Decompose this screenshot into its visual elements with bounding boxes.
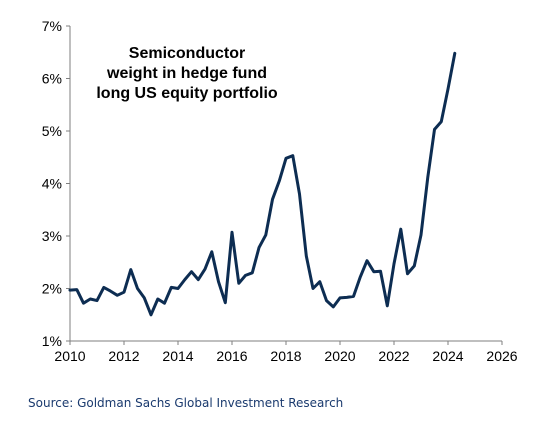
x-tick-label: 2022 bbox=[378, 348, 409, 364]
y-tick-label: 7% bbox=[42, 18, 62, 34]
y-tick-label: 2% bbox=[42, 281, 62, 297]
y-tick-label: 6% bbox=[42, 71, 62, 87]
series-group bbox=[68, 51, 457, 317]
y-tick-label: 3% bbox=[42, 228, 62, 244]
y-tick-label: 4% bbox=[42, 176, 62, 192]
axes bbox=[66, 25, 503, 345]
y-tick-label: 1% bbox=[42, 333, 62, 349]
y-tick-label: 5% bbox=[42, 123, 62, 139]
x-tick-label: 2014 bbox=[162, 348, 193, 364]
x-tick-label: 2010 bbox=[54, 348, 85, 364]
x-tick-label: 2012 bbox=[108, 348, 139, 364]
chart-title-line-2: weight in hedge fund bbox=[106, 65, 267, 82]
chart-title-line-3: long US equity portfolio bbox=[96, 85, 278, 102]
x-tick-label: 2016 bbox=[216, 348, 247, 364]
series-line bbox=[68, 51, 457, 317]
tick-labels: 1% 2% 3% 4% 5% 6% 7% 2010 2012 2014 2016 2018 2020 20… bbox=[42, 18, 518, 364]
x-tick-label: 2024 bbox=[432, 348, 463, 364]
x-tick-label: 2026 bbox=[486, 348, 517, 364]
x-tick-label: 2018 bbox=[270, 348, 301, 364]
chart-title-line-1: Semiconductor bbox=[129, 45, 245, 62]
source-note: Source: Goldman Sachs Global Investment … bbox=[28, 396, 344, 410]
x-tick-label: 2020 bbox=[324, 348, 355, 364]
